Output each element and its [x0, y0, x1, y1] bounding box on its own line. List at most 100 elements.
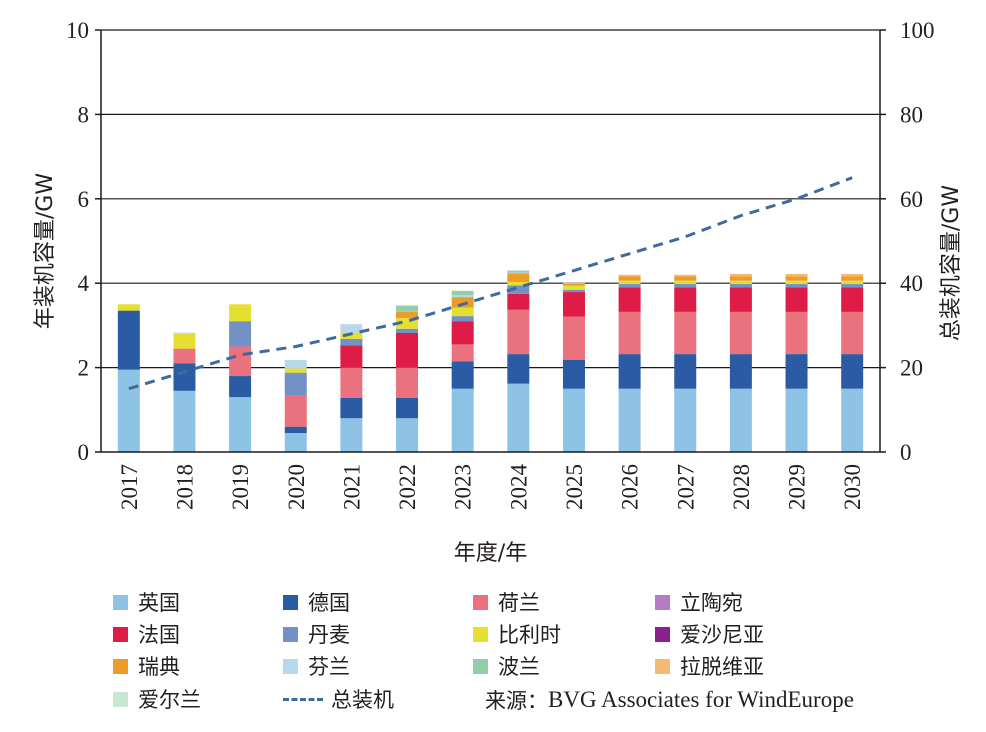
bar-segment — [674, 354, 697, 389]
bar-segment — [396, 305, 419, 312]
y-tick-label: 10 — [66, 18, 89, 43]
bar-segment — [562, 285, 585, 290]
bar-segment — [117, 310, 140, 370]
bar-segment — [785, 354, 808, 389]
bar-segment — [451, 361, 474, 389]
bar-segment — [841, 273, 864, 277]
y2-tick-label: 40 — [900, 271, 923, 296]
source-label: 来源： — [485, 689, 548, 713]
y-tick-label: 0 — [78, 440, 90, 465]
bar-segment — [729, 284, 752, 288]
bar-segment — [451, 316, 474, 322]
bar-segment — [396, 332, 419, 368]
total-capacity-line — [128, 176, 853, 391]
bar-segment — [785, 388, 808, 452]
bar-segment — [284, 433, 307, 452]
bar-segment — [451, 321, 474, 345]
bar-segment — [674, 287, 697, 312]
x-tick-label: 2022 — [395, 464, 420, 510]
bar-segment — [507, 272, 530, 274]
bar-segment — [618, 284, 641, 288]
x-tick-label: 2018 — [172, 464, 197, 510]
bar-segment — [674, 284, 697, 288]
bar-segment — [729, 273, 752, 277]
y-tick-label: 6 — [78, 187, 90, 212]
bar-segment — [396, 311, 419, 319]
bar-segment — [340, 367, 363, 398]
bar-segment — [562, 283, 585, 286]
bar-segment — [173, 363, 196, 391]
bar-segment — [562, 292, 585, 317]
y2-tick-label: 0 — [900, 440, 912, 465]
bar-segment — [229, 346, 252, 377]
bar-segment — [340, 345, 363, 368]
y2-tick-label: 60 — [900, 187, 923, 212]
bar-segment — [229, 397, 252, 452]
x-tick-label: 2026 — [618, 464, 643, 510]
bar-segment — [562, 289, 585, 293]
bar-segment — [284, 368, 307, 373]
bar-segment — [674, 274, 697, 277]
bar-segment — [618, 280, 641, 285]
bar-segment — [618, 276, 641, 281]
bar-segment — [396, 318, 419, 329]
bar-segment — [841, 276, 864, 281]
bar-segment — [173, 333, 196, 349]
bar-segment — [340, 338, 363, 346]
bar-segment — [396, 418, 419, 452]
bar-segment — [451, 295, 474, 298]
bar-segment — [729, 280, 752, 285]
bar-segment — [507, 383, 530, 452]
bar-segment — [618, 287, 641, 312]
y-tick-label: 2 — [78, 356, 90, 381]
bar-segment — [785, 287, 808, 312]
y-axis-title: 年装机容量/GW — [33, 173, 58, 329]
bar-segment — [340, 332, 363, 339]
x-tick-label: 2020 — [284, 464, 309, 510]
bar-segment — [674, 388, 697, 452]
bar-segment — [451, 307, 474, 317]
bar-segment — [562, 282, 585, 284]
x-tick-label: 2030 — [840, 464, 865, 510]
bar-segment — [729, 311, 752, 355]
bar-segment — [507, 270, 530, 273]
x-tick-label: 2019 — [228, 464, 253, 510]
bar-segment — [841, 280, 864, 285]
bar-segment — [841, 388, 864, 452]
bar-segment — [507, 281, 530, 286]
bar-segment — [841, 311, 864, 355]
bar-segment — [117, 369, 140, 452]
bar-segment — [173, 332, 196, 334]
bar-segment — [451, 388, 474, 452]
bar-segment — [785, 276, 808, 281]
bar-segment — [674, 280, 697, 285]
x-tick-label: 2025 — [562, 464, 587, 510]
bar-segment — [729, 287, 752, 312]
bar-segment — [284, 360, 307, 369]
x-tick-label: 2027 — [673, 464, 698, 510]
bar-segment — [618, 311, 641, 355]
y-tick-label: 4 — [78, 271, 90, 296]
bar-segment — [173, 348, 196, 364]
y2-axis-title: 总装机容量/GW — [939, 185, 964, 341]
x-tick-label: 2029 — [785, 464, 810, 510]
bar-segment — [674, 311, 697, 355]
bar-segment — [674, 276, 697, 281]
bar-segment — [562, 360, 585, 389]
bar-segment — [284, 395, 307, 427]
bar-segment — [841, 287, 864, 312]
bar-segment — [229, 304, 252, 322]
bar-segment — [841, 354, 864, 389]
bar-segment — [841, 284, 864, 288]
bar-segment — [396, 397, 419, 419]
bar-segment — [729, 276, 752, 281]
bar-segment — [507, 354, 530, 384]
y2-tick-label: 20 — [900, 356, 923, 381]
y-tick-label: 8 — [78, 102, 90, 127]
bar-segment — [507, 293, 530, 310]
source-value: BVG Associates for WindEurope — [548, 687, 854, 712]
bar-segment — [284, 372, 307, 396]
x-tick-label: 2028 — [729, 464, 754, 510]
source-note: 来源： BVG Associates for WindEurope — [485, 686, 854, 714]
